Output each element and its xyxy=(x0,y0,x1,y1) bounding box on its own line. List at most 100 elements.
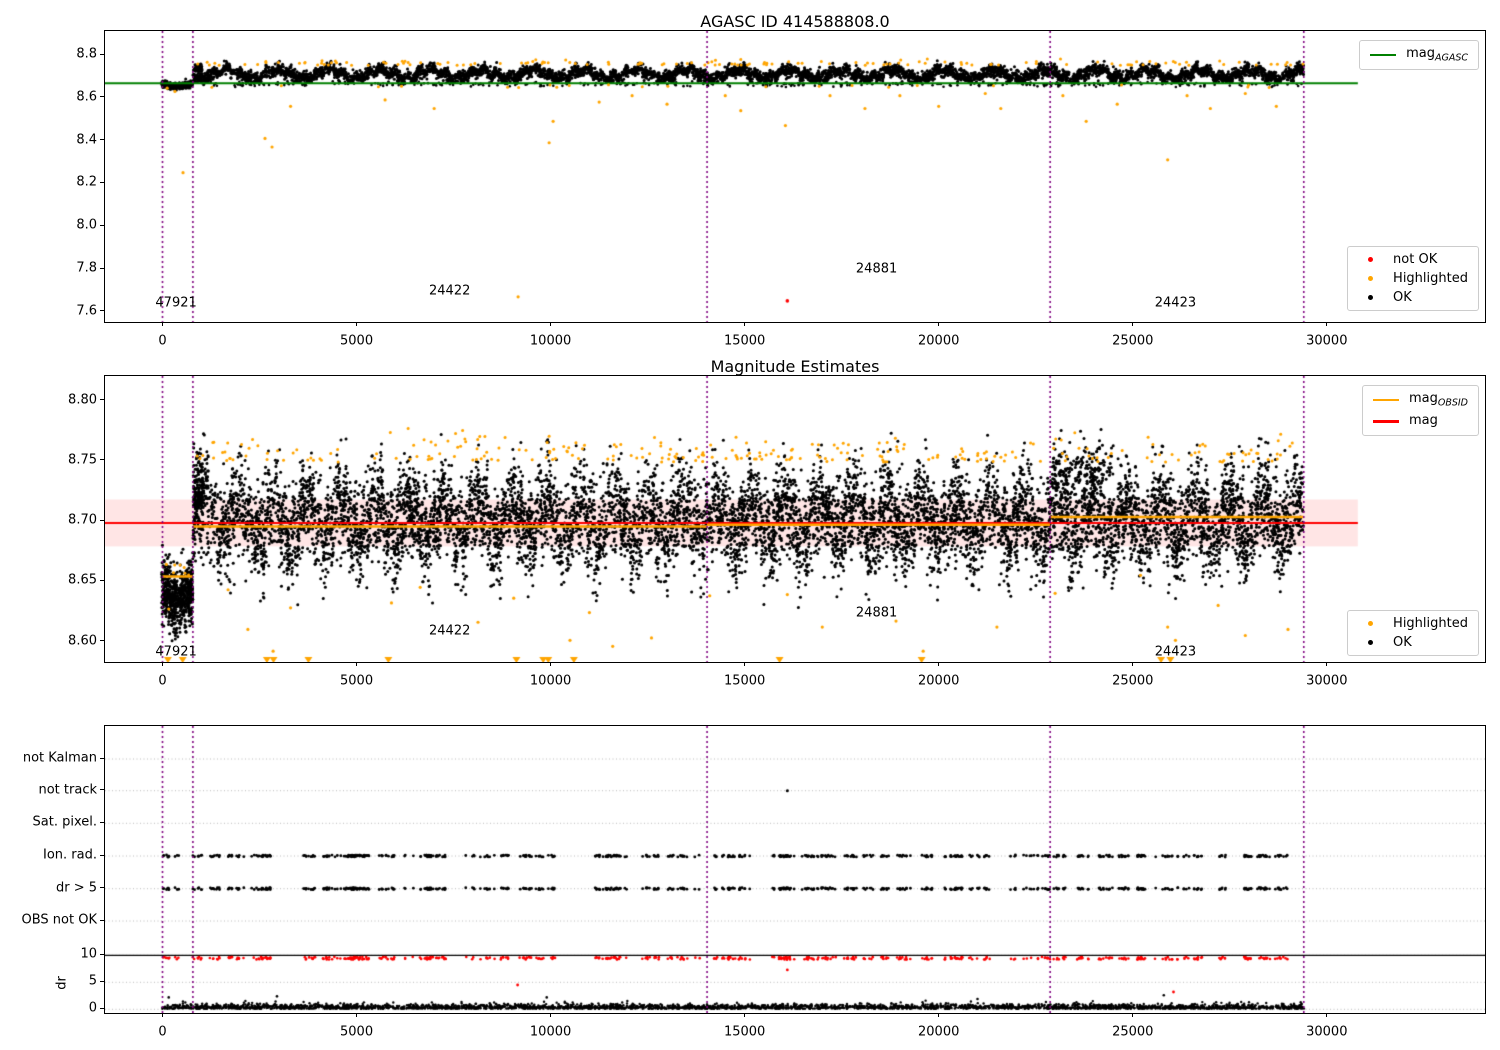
plot2-ytick-label: 8.80 xyxy=(68,392,97,408)
plot3-canvas xyxy=(105,726,1485,1013)
tick-mark xyxy=(744,1013,746,1017)
plot3-xtick-label: 10000 xyxy=(529,1024,572,1040)
tick-mark xyxy=(938,322,940,326)
mag-obsid-line-swatch xyxy=(1372,398,1399,402)
plot2-title: Magnitude Estimates xyxy=(710,357,880,376)
plot2-ytick-label: 8.75 xyxy=(68,452,97,468)
plot1-title: AGASC ID 414588808.0 xyxy=(700,12,890,31)
legend-entry-mag: mag xyxy=(1372,412,1468,431)
plot3-flag-label: Sat. pixel. xyxy=(32,814,97,830)
tick-mark xyxy=(100,53,104,55)
tick-mark xyxy=(744,322,746,326)
plot1-obsid-annotation: 24881 xyxy=(855,261,898,277)
legend-entry-mag-obsid: magOBSID xyxy=(1372,391,1468,409)
legend-label-not-ok: not OK xyxy=(1393,252,1438,267)
tick-mark xyxy=(100,224,104,226)
ok-dot-swatch xyxy=(1368,295,1374,300)
highlighted-dot-swatch xyxy=(1368,621,1374,626)
plot1-ytick-label: 8.0 xyxy=(76,217,97,233)
ok-dot-swatch xyxy=(1368,640,1374,645)
plot2-xtick-label: 15000 xyxy=(723,673,766,689)
tick-mark xyxy=(100,579,104,581)
plot2-obsid-annotation: 24881 xyxy=(855,605,898,621)
plot2-axes xyxy=(104,375,1486,663)
tick-mark xyxy=(1132,1013,1134,1017)
legend-entry-ok: OK xyxy=(1358,290,1468,305)
plot3-flag-label: not Kalman xyxy=(22,750,97,766)
plot1-xtick-label: 30000 xyxy=(1306,333,1348,349)
tick-mark xyxy=(100,459,104,461)
plot3-flag-label: dr > 5 xyxy=(55,880,97,896)
not-ok-dot-swatch xyxy=(1368,257,1374,262)
plot2-xtick-label: 20000 xyxy=(918,673,960,689)
mag-agasc-line-swatch xyxy=(1370,53,1397,57)
tick-mark xyxy=(356,1013,358,1017)
plot2-xtick-label: 25000 xyxy=(1112,673,1154,689)
plot3-xtick-label: 0 xyxy=(158,1024,167,1040)
tick-mark xyxy=(100,887,104,889)
tick-mark xyxy=(550,322,552,326)
tick-mark xyxy=(100,919,104,921)
plot3-dr-tick-label: 5 xyxy=(88,973,97,989)
tick-mark xyxy=(100,1007,104,1009)
plot3-flag-label: Ion. rad. xyxy=(43,847,97,863)
plot2-scatter-legend: Highlighted OK xyxy=(1347,610,1479,656)
plot3-flag-label: OBS not OK xyxy=(21,912,98,928)
plot1-ytick-label: 8.4 xyxy=(76,132,97,148)
tick-mark xyxy=(1132,662,1134,666)
tick-mark xyxy=(1132,322,1134,326)
tick-mark xyxy=(100,980,104,982)
plot2-line-legend: magOBSID mag xyxy=(1361,385,1479,437)
plot1-xtick-label: 10000 xyxy=(529,333,572,349)
plot1-xtick-label: 5000 xyxy=(340,333,374,349)
plot1-line-legend: magAGASC xyxy=(1359,40,1479,70)
tick-mark xyxy=(100,953,104,955)
legend-label-ok: OK xyxy=(1393,290,1412,305)
plot1-xtick-label: 20000 xyxy=(918,333,960,349)
plot1-canvas xyxy=(105,31,1485,322)
highlighted-dot-swatch xyxy=(1368,276,1374,281)
plot1-ytick-label: 7.6 xyxy=(76,303,97,319)
tick-mark xyxy=(162,322,163,326)
tick-mark xyxy=(162,1013,163,1017)
plot2-xtick-label: 10000 xyxy=(529,673,572,689)
tick-mark xyxy=(100,854,104,856)
legend-entry-not-ok: not OK xyxy=(1358,252,1468,267)
plot3-xtick-label: 25000 xyxy=(1112,1024,1154,1040)
plot2-ytick-label: 8.70 xyxy=(68,512,97,528)
plot2-ytick-label: 8.60 xyxy=(68,633,97,648)
tick-mark xyxy=(1326,322,1328,326)
legend-label-mag: mag xyxy=(1408,412,1438,428)
plot3-xtick-label: 30000 xyxy=(1306,1024,1348,1040)
plot1-xtick-label: 0 xyxy=(158,333,167,349)
plot1-obsid-annotation: 24423 xyxy=(1154,295,1197,311)
plot1-ytick-label: 8.2 xyxy=(76,174,97,190)
tick-mark xyxy=(1326,662,1328,666)
tick-mark xyxy=(356,662,358,666)
tick-mark xyxy=(550,662,552,666)
plot1-scatter-legend: not OK Highlighted OK xyxy=(1347,246,1479,311)
plot3-xtick-label: 20000 xyxy=(918,1024,960,1040)
plot2-obsid-annotation: 47921 xyxy=(155,644,197,660)
tick-mark xyxy=(100,181,104,183)
tick-mark xyxy=(938,1013,940,1017)
plot2-ytick-label: 8.65 xyxy=(68,572,97,588)
plot1-xtick-label: 15000 xyxy=(723,333,766,349)
plot3-dr-tick-label: 0 xyxy=(88,1000,97,1016)
tick-mark xyxy=(744,662,746,666)
plot2-obsid-annotation: 24422 xyxy=(429,623,471,639)
tick-mark xyxy=(938,662,940,666)
tick-mark xyxy=(100,267,104,269)
plot3-axes xyxy=(104,725,1486,1014)
tick-mark xyxy=(356,322,358,326)
tick-mark xyxy=(100,519,104,521)
plot3-xtick-label: 5000 xyxy=(340,1024,374,1040)
legend-label-ok-2: OK xyxy=(1393,635,1412,650)
plot2-canvas xyxy=(105,376,1485,662)
legend-label-highlighted: Highlighted xyxy=(1393,271,1468,286)
tick-mark xyxy=(162,662,163,666)
tick-mark xyxy=(100,757,104,759)
plot3-xtick-label: 15000 xyxy=(723,1024,766,1040)
plot2-xtick-label: 5000 xyxy=(340,673,374,689)
